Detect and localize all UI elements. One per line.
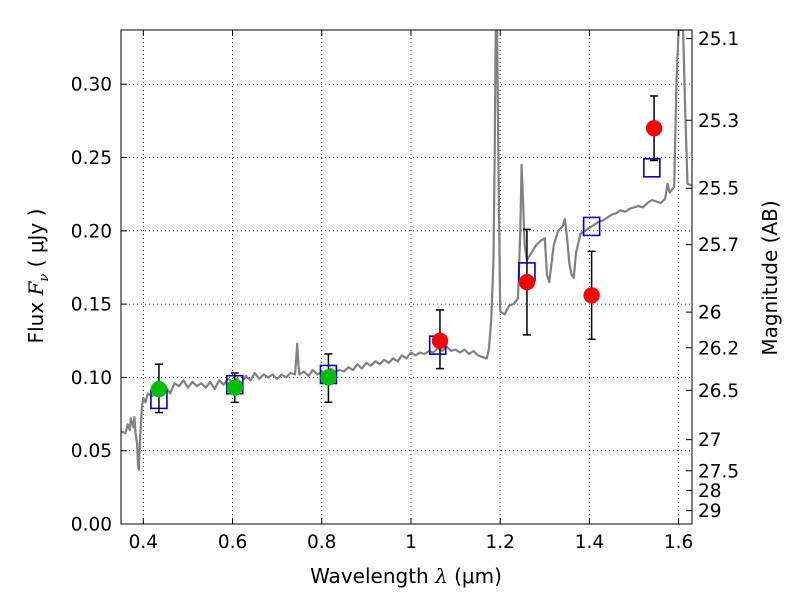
- right-axis-tick-label: 28: [698, 481, 722, 502]
- model-spectrum-line: [121, 30, 692, 471]
- nir-photometry-point: [518, 273, 536, 291]
- x-axis-label: Wavelength λ (μm): [310, 564, 502, 588]
- right-axis-tick-label: 26: [698, 303, 722, 324]
- x-axis-label-unit: (μm): [448, 564, 502, 588]
- nir-photometry-point: [645, 119, 663, 137]
- plot-frame: [120, 29, 693, 525]
- y-tick-label: 0.25: [71, 148, 112, 169]
- right-axis-tick-label: 25.5: [698, 179, 739, 200]
- nir-photometry-point: [431, 332, 449, 350]
- y-axis-label-sub: ν: [37, 274, 52, 282]
- y-axis-label: Flux Fν ( μJy ): [24, 209, 52, 344]
- y-tick-label: 0.10: [71, 368, 112, 389]
- y-tick-label: 0.15: [71, 295, 112, 316]
- right-axis-tick-label: 26.5: [698, 381, 739, 402]
- x-axis-label-prefix: Wavelength: [310, 564, 435, 588]
- optical-photometry-point: [320, 369, 337, 386]
- y-axis-label-var: F: [24, 281, 48, 297]
- right-axis-tick-label: 27.5: [698, 461, 739, 482]
- right-axis-tick-label: 26.2: [698, 338, 739, 359]
- y-tick-label: 0.05: [71, 441, 112, 462]
- x-tick-label: 1.2: [485, 532, 514, 553]
- y-tick-label: 0.30: [71, 75, 112, 96]
- x-tick-label: 1.4: [575, 532, 604, 553]
- y-tick-label: 0.00: [71, 515, 112, 536]
- x-tick-label: 1: [405, 532, 417, 553]
- data-layer: [121, 30, 692, 471]
- y-tick-label: 0.20: [71, 221, 112, 242]
- right-axis-tick-label: 27: [698, 430, 722, 451]
- x-axis-label-var: λ: [434, 564, 448, 588]
- x-tick-label: 1.6: [664, 532, 693, 553]
- optical-photometry-point: [150, 380, 168, 398]
- model-photometry-square: [643, 157, 661, 178]
- right-axis-tick-label: 29: [698, 501, 722, 522]
- x-tick-label: 0.8: [307, 532, 336, 553]
- x-tick-label: 0.4: [129, 532, 158, 553]
- right-axis-tick-label: 25.1: [698, 29, 739, 50]
- right-axis-tick-label: 25.3: [698, 111, 739, 132]
- model-photometry-square: [582, 216, 601, 237]
- right-axis-label: Magnitude (AB): [758, 200, 782, 355]
- y-axis-label-unit: ( μJy ): [24, 209, 48, 274]
- y-axis-label-prefix: Flux: [24, 296, 48, 344]
- right-axis-tick-label: 25.7: [698, 235, 739, 256]
- optical-photometry-point: [226, 379, 244, 396]
- nir-photometry-point: [583, 287, 600, 304]
- ticks-layer: 0.4 0.6 0.8 1 1.2 1.4 1.6 0.00 0.05 0.10 0.15 0.20 0…: [71, 29, 739, 553]
- grid-layer: [121, 30, 692, 525]
- x-tick-label: 0.6: [218, 532, 247, 553]
